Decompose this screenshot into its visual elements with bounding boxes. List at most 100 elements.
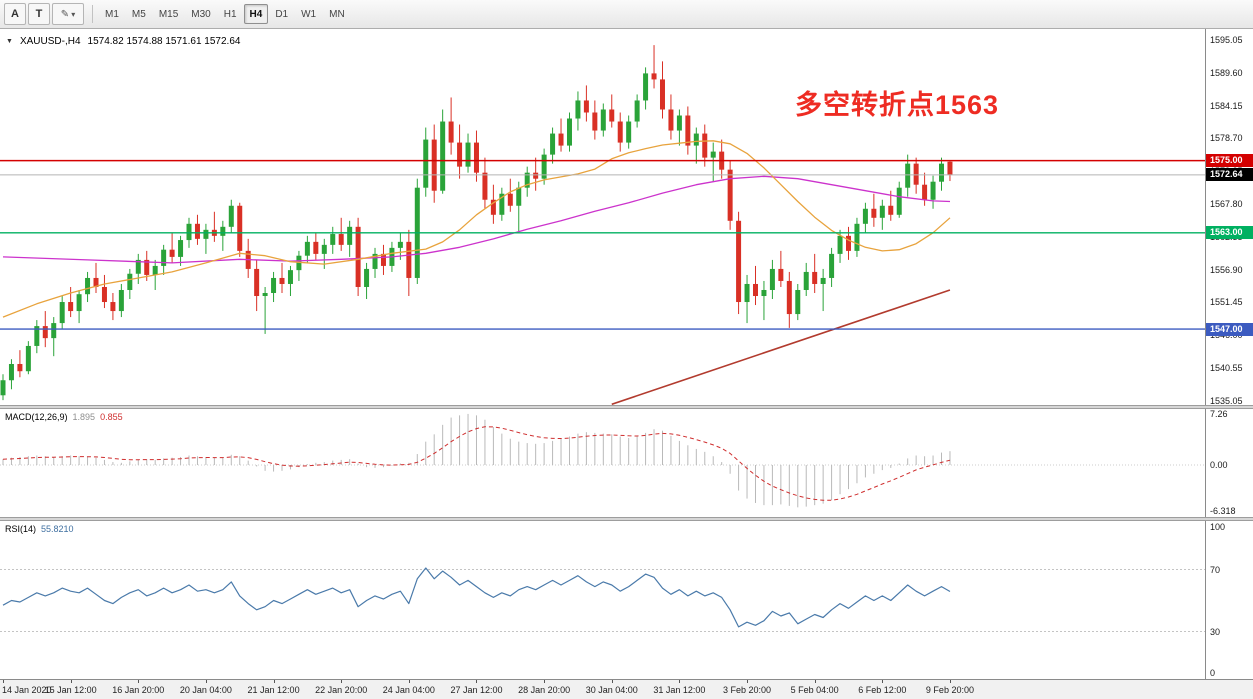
template-tool-button[interactable]: T — [28, 3, 50, 25]
ohlc-values: 1574.82 1574.88 1571.61 1572.64 — [87, 36, 241, 47]
symbol-period-label: XAUUSD-,H4 — [19, 36, 81, 47]
level-price-tag-1563.00: 1563.00 — [1206, 226, 1253, 240]
time-axis-tick — [138, 680, 140, 683]
timeframe-button-m1[interactable]: M1 — [105, 8, 119, 20]
price-axis-label: 1567.80 — [1210, 198, 1243, 209]
chevron-down-icon: ▾ — [71, 9, 76, 19]
pencil-icon: ✎ — [60, 8, 70, 20]
macd-axis-label: 7.26 — [1210, 409, 1228, 419]
time-axis-label: 15 Jan 12:00 — [44, 685, 97, 695]
macd-axis[interactable]: 7.26 0.00 -6.318 — [1205, 409, 1253, 517]
macd-axis-label: -6.318 — [1210, 506, 1236, 517]
candles-layer — [0, 45, 953, 401]
time-axis-tick — [476, 680, 478, 683]
time-axis-label: 6 Feb 12:00 — [858, 685, 907, 695]
price-axis-label: 1540.55 — [1210, 362, 1243, 373]
macd-histogram — [2, 413, 951, 508]
timeframe-button-h4[interactable]: H4 — [243, 4, 269, 24]
bid-price-tag: 1572.64 — [1206, 168, 1253, 182]
time-axis-label: 31 Jan 12:00 — [653, 685, 706, 695]
timeframe-button-h1[interactable]: H1 — [223, 8, 237, 20]
rsi-line — [2, 567, 951, 628]
macd-name: MACD(12,26,9) — [5, 412, 68, 422]
timeframe-button-mn[interactable]: MN — [329, 8, 345, 20]
level-price-tag-1547.00: 1547.00 — [1206, 322, 1253, 336]
time-axis-tick — [70, 680, 72, 683]
time-axis[interactable]: 14 Jan 2020 15 Jan 12:00 16 Jan 20:00 20 Ja… — [0, 679, 1253, 699]
text-label-tool-button[interactable]: A — [4, 3, 26, 25]
level-price-tag-1575.00: 1575.00 — [1206, 154, 1253, 168]
rsi-axis-label: 70 — [1210, 564, 1221, 575]
timeframe-button-d1[interactable]: D1 — [275, 8, 289, 20]
time-axis-label: 3 Feb 20:00 — [723, 685, 772, 695]
rsi-name: RSI(14) — [5, 524, 37, 534]
time-axis-tick — [949, 680, 951, 683]
rsi-axis-label: 30 — [1210, 626, 1221, 637]
trendline — [611, 289, 951, 405]
time-axis-label: 27 Jan 12:00 — [450, 685, 503, 695]
timeframe-button-w1[interactable]: W1 — [301, 8, 317, 20]
time-axis-label: 14 Jan 2020 — [2, 685, 52, 695]
price-axis-label: 1556.90 — [1210, 264, 1243, 275]
macd-signal-value: 0.855 — [100, 412, 123, 422]
panel-separator-1[interactable] — [0, 405, 1253, 409]
macd-axis-label: 0.00 — [1210, 460, 1228, 470]
price-axis-label: 1578.70 — [1210, 133, 1243, 144]
rsi-indicator-panel: RSI(14) 55.8210 100 70 30 0 — [0, 521, 1253, 679]
ma-orange-line — [2, 140, 951, 318]
chart-text-annotation: 多空转折点1563 — [795, 90, 1000, 120]
price-axis-label: 1535.05 — [1210, 396, 1243, 406]
time-axis-label: 5 Feb 04:00 — [790, 685, 839, 695]
macd-chart — [0, 413, 1205, 508]
draw-tool-button[interactable]: ✎ ▾ — [52, 3, 84, 25]
timeframe-button-m30[interactable]: M30 — [191, 8, 211, 20]
rsi-axis-label: 100 — [1210, 522, 1226, 532]
rsi-axis-label: 0 — [1210, 668, 1216, 678]
price-axis[interactable]: 1595.051589.601584.151578.701573.251567.… — [1205, 29, 1253, 406]
rsi-axis[interactable]: 100 70 30 0 — [1205, 521, 1253, 679]
timeframe-buttons: M1 M5 M15 M30 H1 H4 D1 W1 MN — [99, 4, 352, 24]
rsi-chart — [0, 567, 1205, 632]
time-axis-label: 24 Jan 04:00 — [382, 685, 435, 695]
time-axis-label: 20 Jan 04:00 — [179, 685, 232, 695]
time-axis-tick — [882, 680, 884, 683]
time-axis-tick — [341, 680, 343, 683]
toolbar-divider — [92, 5, 93, 23]
time-axis-tick — [544, 680, 546, 683]
time-axis-label: 9 Feb 20:00 — [925, 685, 974, 695]
rsi-label: RSI(14) 55.8210 — [5, 524, 74, 534]
main-chart-plot-area[interactable] — [0, 29, 1205, 405]
time-axis-tick — [3, 680, 4, 683]
panel-separator-2[interactable] — [0, 517, 1253, 521]
time-axis-tick — [814, 680, 816, 683]
time-axis-label: 22 Jan 20:00 — [315, 685, 368, 695]
time-axis-tick — [679, 680, 681, 683]
time-axis-tick — [611, 680, 613, 683]
symbol-dropdown-icon[interactable]: ▼ — [6, 38, 13, 45]
timeframe-button-m15[interactable]: M15 — [158, 8, 179, 20]
time-axis-tick — [205, 680, 207, 683]
macd-signal-line — [2, 426, 951, 501]
price-axis-label: 1584.15 — [1210, 100, 1243, 111]
macd-label: MACD(12,26,9) 1.895 0.855 — [5, 412, 123, 422]
price-axis-label: 1589.60 — [1210, 67, 1243, 78]
time-axis-label: 21 Jan 12:00 — [247, 685, 300, 695]
ma-magenta-line — [2, 175, 951, 264]
timeframe-button-m5[interactable]: M5 — [131, 8, 146, 20]
price-axis-label: 1551.45 — [1210, 297, 1243, 308]
macd-plot-area[interactable] — [0, 409, 1205, 517]
time-axis-label: 30 Jan 04:00 — [585, 685, 638, 695]
macd-main-value: 1.895 — [72, 412, 96, 422]
price-axis-label: 1595.05 — [1210, 35, 1243, 45]
time-axis-tick — [747, 680, 749, 683]
rsi-plot-area[interactable] — [0, 521, 1205, 679]
time-axis-tick — [273, 680, 275, 683]
candlestick-chart — [0, 45, 1205, 405]
main-chart-panel: ▼ XAUUSD-,H4 1574.82 1574.88 1571.61 157… — [0, 29, 1253, 406]
time-axis-label: 28 Jan 20:00 — [518, 685, 571, 695]
time-axis-label: 16 Jan 20:00 — [112, 685, 165, 695]
time-axis-tick — [408, 680, 410, 683]
